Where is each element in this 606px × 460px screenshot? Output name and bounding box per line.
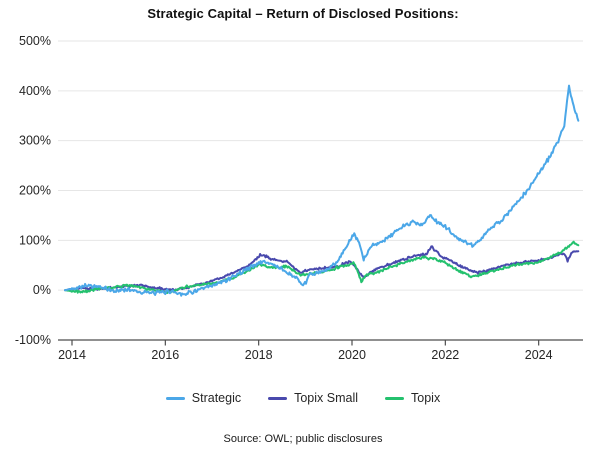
y-tick-label: 100% — [19, 233, 51, 247]
chart-title: Strategic Capital – Return of Disclosed … — [147, 6, 459, 21]
legend-label-topix-small: Topix Small — [294, 391, 359, 405]
series-line-topix-small — [64, 245, 580, 293]
x-tick-label: 2018 — [245, 348, 273, 362]
y-tick-label: 500% — [19, 34, 51, 48]
legend-swatch-topix-icon — [385, 396, 405, 400]
legend-item-topix: Topix — [385, 391, 440, 405]
x-tick-label: 2022 — [431, 348, 459, 362]
y-tick-label: -100% — [15, 333, 51, 347]
series-line-topix — [64, 240, 580, 294]
x-tick-label: 2024 — [525, 348, 553, 362]
y-tick-label: 300% — [19, 134, 51, 148]
legend-item-topix-small: Topix Small — [268, 391, 358, 405]
legend-label-strategic: Strategic — [191, 391, 242, 405]
y-tick-label: 200% — [19, 184, 51, 198]
y-tick-label: 0% — [33, 283, 51, 297]
x-tick-label: 2014 — [58, 348, 86, 362]
legend-label-topix: Topix — [411, 391, 441, 405]
x-tick-label: 2016 — [151, 348, 179, 362]
x-tick-label: 2020 — [338, 348, 366, 362]
y-tick-label: 400% — [19, 84, 51, 98]
legend-swatch-topix-small-icon — [268, 396, 288, 400]
legend-swatch-strategic-icon — [165, 396, 185, 400]
source-note: Source: OWL; public disclosures — [223, 433, 383, 445]
chart-legend: Strategic Topix Small Topix — [0, 391, 606, 405]
series-line-strategic — [64, 84, 580, 297]
legend-item-strategic: Strategic — [165, 391, 242, 405]
